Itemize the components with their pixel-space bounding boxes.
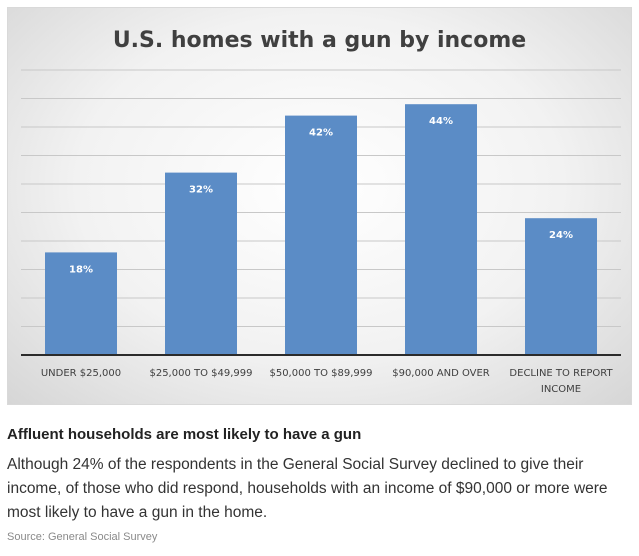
x-tick-label: $90,000 AND OVER xyxy=(392,368,490,379)
bar-data-label: 18% xyxy=(69,264,93,275)
bar xyxy=(285,115,357,355)
bar-data-label: 24% xyxy=(549,230,573,241)
bar-chart-plot: 18% UNDER $25,000 32% $25,000 TO $49,999 42%… xyxy=(21,69,621,395)
x-tick-label: $50,000 TO $89,999 xyxy=(269,368,372,379)
bar xyxy=(45,252,117,355)
bar-data-label: 42% xyxy=(309,128,333,139)
bar xyxy=(525,218,597,355)
bar xyxy=(165,172,237,355)
x-tick-label: UNDER $25,000 xyxy=(41,368,121,379)
chart-title: U.S. homes with a gun by income xyxy=(112,28,527,53)
x-tick-label: INCOME xyxy=(541,384,581,395)
x-tick-label: $25,000 TO $49,999 xyxy=(149,368,252,379)
x-tick-label: DECLINE TO REPORT xyxy=(509,368,613,379)
caption-body: Although 24% of the respondents in the G… xyxy=(7,456,608,521)
bar xyxy=(405,104,477,355)
bar-data-label: 44% xyxy=(429,116,453,127)
caption-source: Source: General Social Survey xyxy=(7,531,158,543)
caption-heading: Affluent households are most likely to h… xyxy=(7,426,362,443)
chart-frame: U.S. homes with a gun by income 18% UNDER… xyxy=(7,7,632,405)
bar-data-label: 32% xyxy=(189,185,213,196)
